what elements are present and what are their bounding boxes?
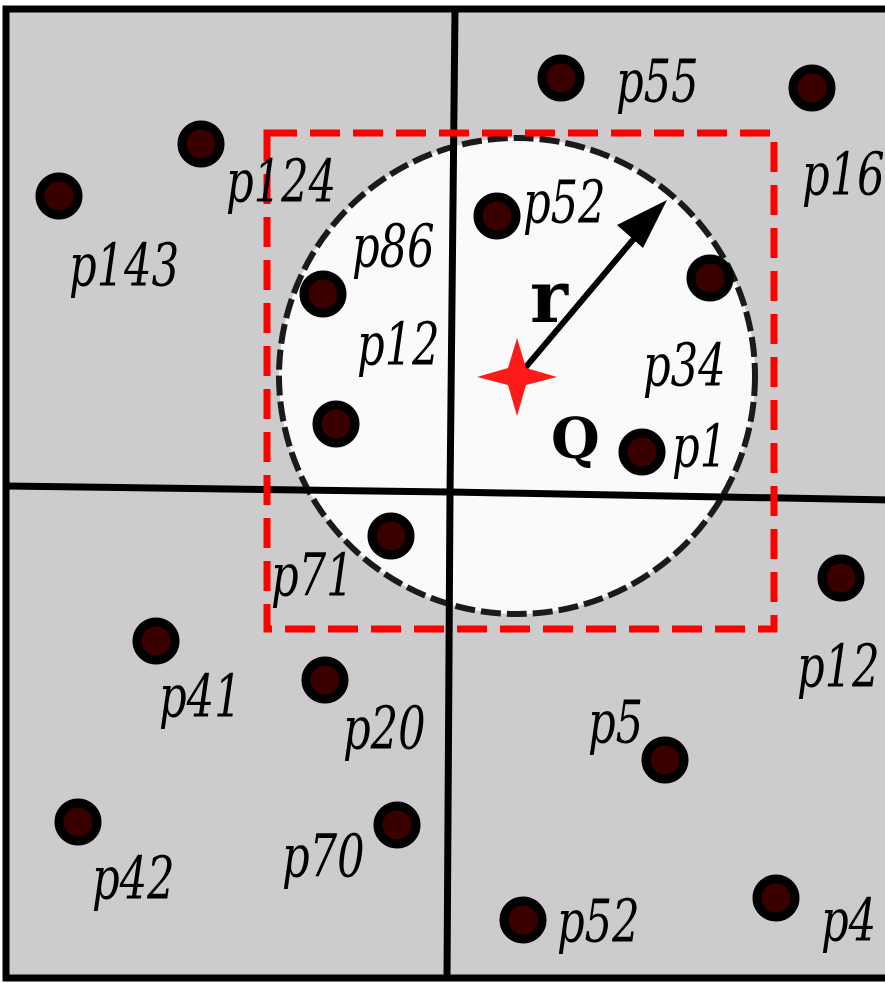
point-label-p16: p16 xyxy=(802,141,885,210)
point-label-p143: p143 xyxy=(69,232,179,301)
point-label-p124: p124 xyxy=(226,148,336,217)
point-marker-p34 xyxy=(686,254,734,302)
point-marker-p1 xyxy=(618,428,666,476)
grid-vertical-upper xyxy=(446,8,459,496)
point-marker-p71 xyxy=(367,512,415,560)
point-marker-p55 xyxy=(537,54,585,102)
radius-arrow-head xyxy=(617,200,667,248)
point-label-p71: p71 xyxy=(271,542,354,611)
query-bounding-box xyxy=(263,129,778,633)
point-marker-p70 xyxy=(373,801,421,849)
point-label-p4: p4 xyxy=(821,887,876,956)
query-label: Q xyxy=(551,406,600,472)
point-marker-p41 xyxy=(132,617,180,665)
radius-arrow xyxy=(517,200,667,376)
grid-vertical-lower xyxy=(443,494,454,979)
radius-arrow-shaft xyxy=(517,220,651,376)
point-label-p12-right: p12 xyxy=(797,633,880,702)
point-marker-p4 xyxy=(752,874,800,922)
point-label-p1: p1 xyxy=(672,413,727,482)
point-labels: p55 p16 p124 p143 p52 p86 p12 p34 p1 p71… xyxy=(69,48,885,957)
grid-horizontal-left xyxy=(5,482,451,496)
point-label-p42: p42 xyxy=(92,845,175,914)
point-label-p55: p55 xyxy=(616,48,699,117)
point-marker-p124 xyxy=(177,120,225,168)
query-star xyxy=(477,338,557,416)
point-marker-p86 xyxy=(299,270,347,318)
grid-horizontal-right xyxy=(449,488,885,504)
point-marker-p52-bottom xyxy=(499,896,547,944)
point-marker-p12-inner xyxy=(312,400,360,448)
point-label-p52-bottom: p52 xyxy=(557,888,640,957)
point-marker-p20 xyxy=(301,656,349,704)
point-label-p86: p86 xyxy=(352,213,435,282)
point-marker-p12-right xyxy=(817,554,865,602)
point-label-p5: p5 xyxy=(588,689,643,758)
point-marker-p5 xyxy=(641,736,689,784)
point-marker-p143 xyxy=(35,172,83,220)
point-label-p41: p41 xyxy=(159,663,242,732)
point-label-p52-top: p52 xyxy=(523,169,606,238)
point-label-p34: p34 xyxy=(643,332,726,401)
grid-lines xyxy=(2,5,885,982)
radius-label: r xyxy=(530,254,569,339)
point-marker-p52-top xyxy=(473,192,521,240)
data-point-markers xyxy=(35,54,865,944)
point-label-p12-inner: p12 xyxy=(357,311,440,380)
point-label-p70: p70 xyxy=(282,823,365,892)
point-marker-p16 xyxy=(788,64,836,112)
point-label-p20: p20 xyxy=(343,695,426,764)
point-marker-p42 xyxy=(54,798,102,846)
